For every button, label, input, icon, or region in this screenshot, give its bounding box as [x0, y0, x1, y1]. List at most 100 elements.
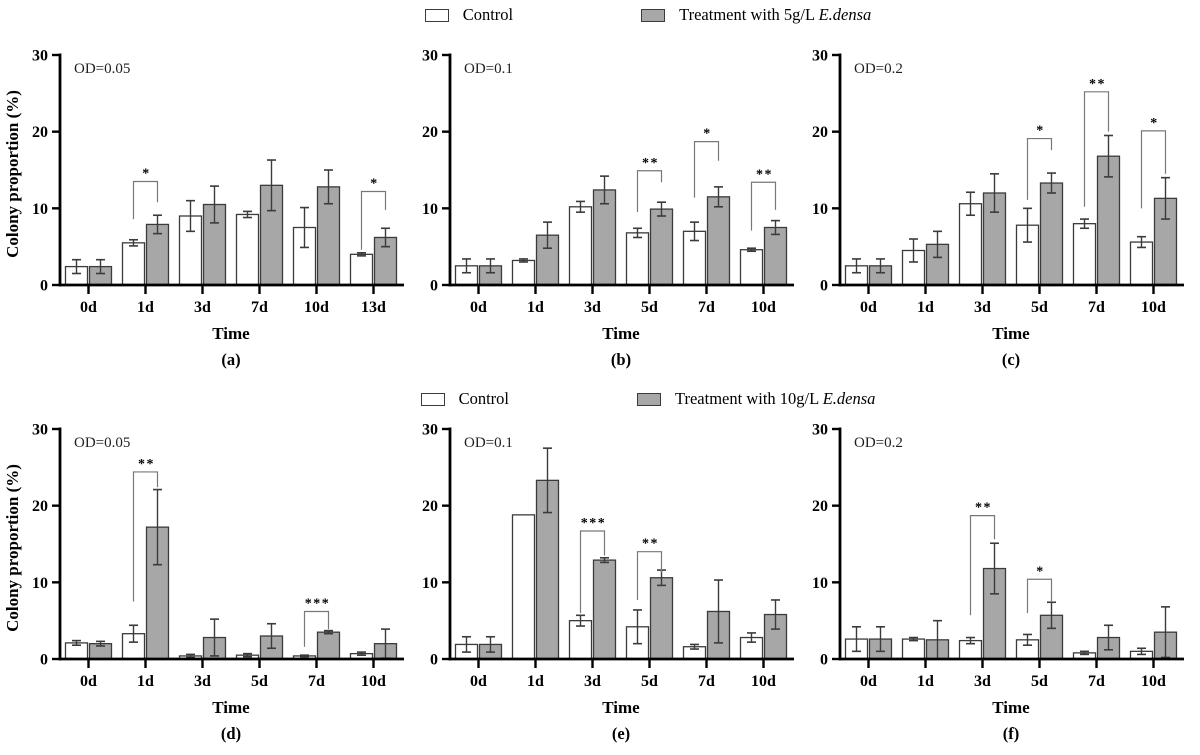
x-tick-label-7d: 7d [1088, 299, 1105, 316]
x-tick-label-7d: 7d [698, 673, 715, 690]
y-tick-label-10: 10 [422, 575, 438, 592]
chart-row-top: Colony proportion (%) * * 0 10 20 30 0d 1d 3d 7d 1… [0, 40, 1200, 370]
x-tick-label-3d: 3d [194, 299, 211, 316]
sig-bracket-5d [636, 170, 663, 213]
legend-label-treatment-5g: Treatment with 5g/L E.densa [679, 5, 872, 24]
x-tick-label-0d: 0d [860, 673, 877, 690]
bar-control-3d [568, 206, 593, 286]
panel-letter-label: (d) [221, 724, 241, 743]
y-tick-label-10: 10 [812, 575, 828, 592]
y-tick-label-10: 10 [422, 201, 438, 218]
sig-bracket-1d [132, 180, 159, 220]
y-tick-label-20: 20 [422, 498, 438, 515]
legend-label-control: Control [462, 5, 514, 24]
bar-control-13d [349, 253, 374, 286]
x-tick-label-7d: 7d [251, 299, 268, 316]
sig-bracket-7d [303, 610, 330, 647]
x-tick-label-10d: 10d [1141, 673, 1166, 690]
x-tick-label-0d: 0d [80, 299, 97, 316]
panel-letter-label: (b) [611, 350, 631, 369]
panel-letter-label: (a) [221, 350, 240, 369]
x-tick-label-5d: 5d [1031, 673, 1048, 690]
y-tick-label-20: 20 [32, 124, 48, 141]
x-tick-label-7d: 7d [308, 673, 325, 690]
y-axis-title-bottom: Colony proportion (%) [3, 464, 22, 632]
bar-treatment-7d [706, 196, 731, 286]
od-label: OD=0.1 [464, 61, 513, 77]
x-tick-label-10d: 10d [751, 299, 776, 316]
od-label: OD=0.2 [854, 61, 903, 77]
y-tick-label-0: 0 [40, 652, 48, 669]
sig-label-3d: ** [975, 501, 992, 516]
sig-bracket-13d [360, 190, 387, 250]
x-tick-label-5d: 5d [251, 673, 268, 690]
x-tick-label-13d: 13d [361, 299, 386, 316]
panel-d: ** *** 0 10 20 30 0d 1d 3d 5d 7d 10d OD=0.05 Time (d) [26, 414, 416, 744]
panel-a-svg: * * 0 10 20 30 0d 1d 3d 7d 10d 13d OD=0.05 Time (a) [32, 48, 404, 369]
sig-bracket-5d [1026, 578, 1053, 613]
bar-control-7d [235, 213, 260, 286]
sig-label-3d: *** [581, 516, 607, 531]
sig-label-7d: ** [1089, 77, 1106, 92]
bar-control-7d [1072, 223, 1097, 286]
y-tick-label-0: 0 [40, 278, 48, 295]
od-label: OD=0.05 [74, 61, 130, 77]
x-tick-label-5d: 5d [641, 299, 658, 316]
x-tick-label-0d: 0d [860, 299, 877, 316]
panel-letter-label: (c) [1002, 350, 1020, 369]
legend-swatch-control-icon [420, 392, 445, 406]
sig-label-10d: * [1150, 116, 1159, 131]
x-tick-label-1d: 1d [137, 299, 154, 316]
bar-control-1d [511, 259, 536, 286]
x-tick-label-10d: 10d [361, 673, 386, 690]
od-label: OD=0.1 [464, 435, 513, 451]
od-label: OD=0.2 [854, 435, 903, 451]
y-tick-label-10: 10 [812, 201, 828, 218]
y-tick-label-30: 30 [32, 48, 48, 65]
bar-treatment-7d [316, 631, 341, 660]
sig-bracket-3d [969, 515, 996, 616]
legend-swatch-treatment-icon [636, 392, 661, 406]
legend-item-control: Control [424, 5, 514, 25]
bar-control-10d [1129, 241, 1154, 286]
y-tick-label-30: 30 [422, 422, 438, 439]
x-tick-label-10d: 10d [304, 299, 329, 316]
sig-label-5d: * [1036, 124, 1045, 139]
x-tick-label-3d: 3d [974, 299, 991, 316]
y-tick-label-30: 30 [812, 422, 828, 439]
x-tick-label-1d: 1d [137, 673, 154, 690]
legend-top: Control Treatment with 5g/L E.densa [0, 0, 1200, 28]
y-tick-label-20: 20 [32, 498, 48, 515]
bar-control-1d [901, 638, 926, 660]
bar-treatment-3d [592, 559, 617, 660]
sig-label-1d: * [142, 167, 151, 182]
y-tick-label-30: 30 [422, 48, 438, 65]
bar-control-10d [739, 249, 764, 286]
bar-treatment-5d [649, 577, 674, 660]
x-tick-label-3d: 3d [584, 299, 601, 316]
y-tick-label-20: 20 [422, 124, 438, 141]
y-tick-label-20: 20 [812, 124, 828, 141]
panel-f: ** * 0 10 20 30 0d 1d 3d 5d 7d 10d OD=0.2 Time (f) [806, 414, 1196, 744]
sig-bracket-10d [750, 181, 777, 231]
sig-label-10d: ** [756, 167, 773, 182]
legend-item-treatment-5g: Treatment with 5g/L E.densa [641, 5, 871, 25]
sig-label-5d: ** [642, 537, 659, 552]
sig-bracket-1d [132, 471, 159, 602]
x-tick-label-5d: 5d [641, 673, 658, 690]
x-tick-label-1d: 1d [527, 299, 544, 316]
legend-bottom: Control Treatment with 10g/L E.densa [0, 386, 1200, 412]
sig-label-7d: *** [305, 596, 331, 611]
legend-label-control-2: Control [458, 389, 509, 408]
x-tick-label-3d: 3d [584, 673, 601, 690]
panel-c: * ** * 0 10 20 30 0d 1d 3d 5d 7d 10d OD=0.2 Time (c) [806, 40, 1196, 370]
y-tick-label-30: 30 [812, 48, 828, 65]
y-tick-label-0: 0 [820, 278, 828, 295]
y-tick-label-20: 20 [812, 498, 828, 515]
y-tick-label-0: 0 [430, 278, 438, 295]
legend-item-control-2: Control [420, 389, 509, 409]
